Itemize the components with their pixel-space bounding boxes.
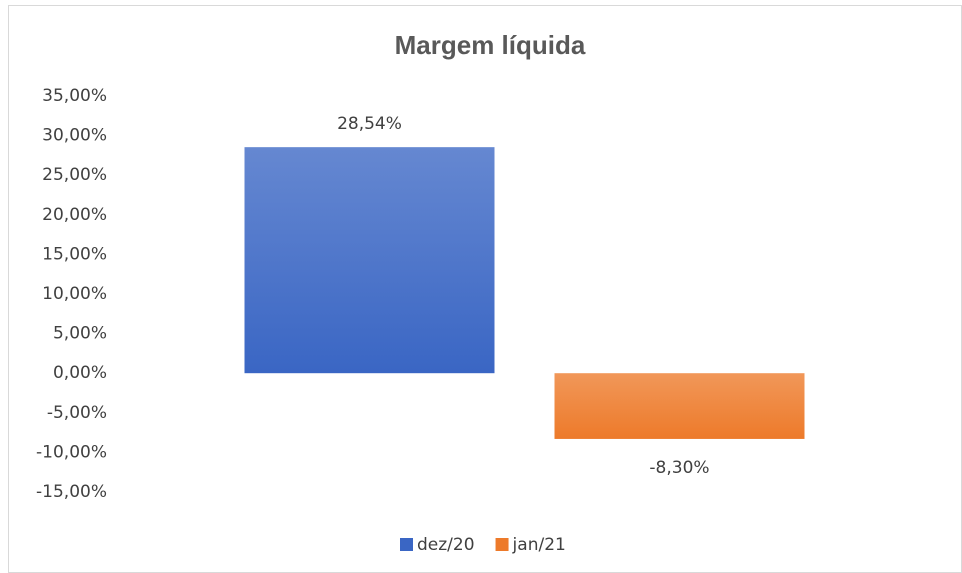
y-tick-label: 25,00% bbox=[42, 165, 107, 185]
data-label: -8,30% bbox=[649, 458, 709, 478]
legend-label: jan/21 bbox=[512, 535, 566, 555]
legend-swatch bbox=[400, 538, 413, 551]
legend-label: dez/20 bbox=[417, 535, 475, 555]
y-tick-label: 30,00% bbox=[42, 126, 107, 146]
y-tick-label: 15,00% bbox=[42, 244, 107, 264]
legend-swatch bbox=[495, 538, 509, 551]
chart-title: Margem líquida bbox=[395, 30, 586, 60]
y-tick-label: -10,00% bbox=[36, 442, 107, 462]
y-tick-label: -5,00% bbox=[47, 403, 107, 423]
y-tick-label: -15,00% bbox=[36, 482, 107, 502]
data-label: 28,54% bbox=[337, 114, 402, 134]
y-tick-label: 35,00% bbox=[42, 86, 107, 106]
bar bbox=[554, 373, 805, 439]
y-tick-label: 5,00% bbox=[53, 324, 107, 344]
y-tick-label: 10,00% bbox=[42, 284, 107, 304]
bar bbox=[244, 147, 495, 374]
y-tick-label: 0,00% bbox=[53, 363, 107, 383]
y-tick-label: 20,00% bbox=[42, 205, 107, 225]
